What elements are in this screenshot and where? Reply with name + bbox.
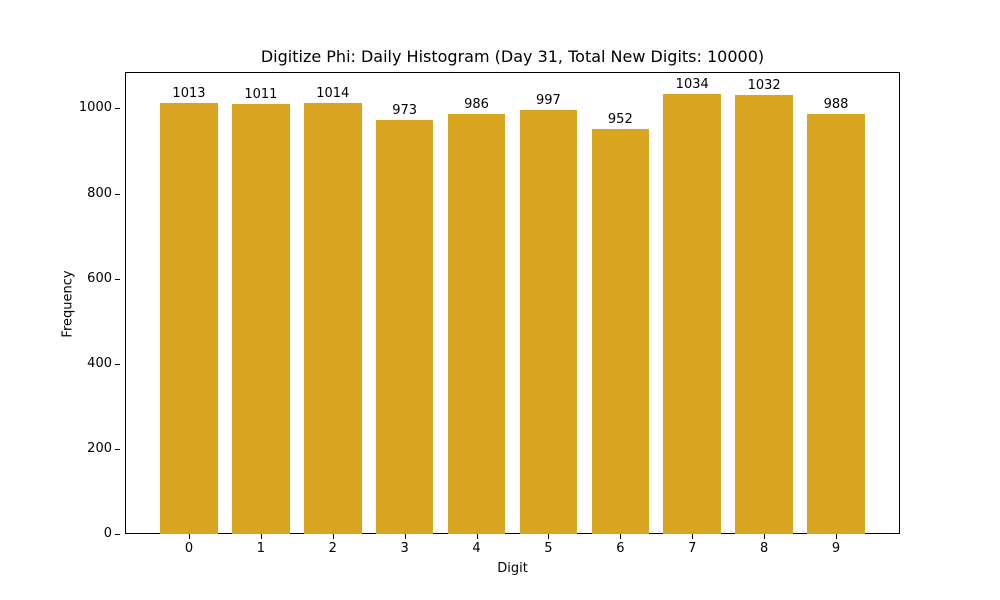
x-tick-label: 2 bbox=[328, 541, 337, 556]
bar-value-label: 1011 bbox=[244, 86, 278, 102]
y-tick-label: 800 bbox=[87, 185, 112, 201]
x-tick-label: 3 bbox=[400, 541, 409, 556]
bar-value-label: 1032 bbox=[747, 77, 781, 93]
y-tick-mark bbox=[115, 278, 120, 280]
bar-digit-4 bbox=[447, 114, 506, 534]
x-tick-label: 0 bbox=[184, 541, 194, 556]
x-tick-mark bbox=[404, 534, 406, 539]
x-tick-label: 1 bbox=[256, 541, 266, 556]
y-tick-label: 600 bbox=[87, 270, 112, 286]
y-tick-mark bbox=[115, 193, 120, 195]
y-tick-label: 0 bbox=[103, 526, 112, 541]
x-tick-mark bbox=[476, 534, 478, 539]
bar-digit-3 bbox=[375, 119, 434, 534]
bar-value-label: 973 bbox=[392, 102, 418, 118]
x-tick-mark bbox=[620, 534, 622, 539]
x-tick-mark bbox=[332, 534, 334, 539]
bar-digit-6 bbox=[591, 128, 650, 534]
bar-digit-7 bbox=[663, 94, 721, 534]
x-tick-label: 4 bbox=[472, 541, 481, 556]
bar-value-label: 997 bbox=[536, 92, 561, 108]
y-tick-label: 200 bbox=[87, 440, 112, 456]
x-tick-mark bbox=[836, 534, 838, 539]
x-tick-mark bbox=[188, 534, 190, 539]
bar-digit-0 bbox=[160, 102, 218, 534]
y-axis-label: Frequency bbox=[60, 270, 76, 338]
bar-value-label: 988 bbox=[823, 96, 849, 112]
plot-area bbox=[125, 72, 900, 534]
y-tick-mark bbox=[115, 108, 120, 110]
x-tick-label: 6 bbox=[616, 541, 625, 556]
x-tick-label: 5 bbox=[544, 541, 553, 556]
bar-digit-1 bbox=[232, 103, 290, 534]
bar-value-label: 1034 bbox=[675, 77, 709, 92]
bar-value-label: 1014 bbox=[316, 85, 350, 101]
x-tick-label: 7 bbox=[688, 541, 697, 556]
x-tick-label: 9 bbox=[831, 541, 841, 556]
x-tick-mark bbox=[260, 534, 262, 539]
bar-digit-5 bbox=[519, 109, 578, 534]
chart-title: Digitize Phi: Daily Histogram (Day 31, T… bbox=[260, 47, 765, 66]
y-tick-mark bbox=[115, 363, 120, 365]
bar-digit-2 bbox=[304, 102, 362, 534]
y-tick-label: 400 bbox=[87, 355, 112, 371]
bar-digit-8 bbox=[735, 94, 793, 534]
y-tick-mark bbox=[115, 448, 120, 450]
x-axis-label: Digit bbox=[497, 561, 528, 576]
bar-value-label: 1013 bbox=[172, 85, 206, 101]
y-tick-mark bbox=[115, 534, 120, 535]
x-tick-mark bbox=[692, 534, 694, 539]
bar-value-label: 952 bbox=[607, 111, 633, 127]
x-tick-mark bbox=[764, 534, 766, 539]
x-tick-label: 8 bbox=[759, 541, 769, 556]
bar-digit-9 bbox=[807, 113, 865, 534]
y-tick-label: 1000 bbox=[78, 100, 112, 116]
x-tick-mark bbox=[548, 534, 550, 539]
bar-value-label: 986 bbox=[464, 97, 489, 113]
